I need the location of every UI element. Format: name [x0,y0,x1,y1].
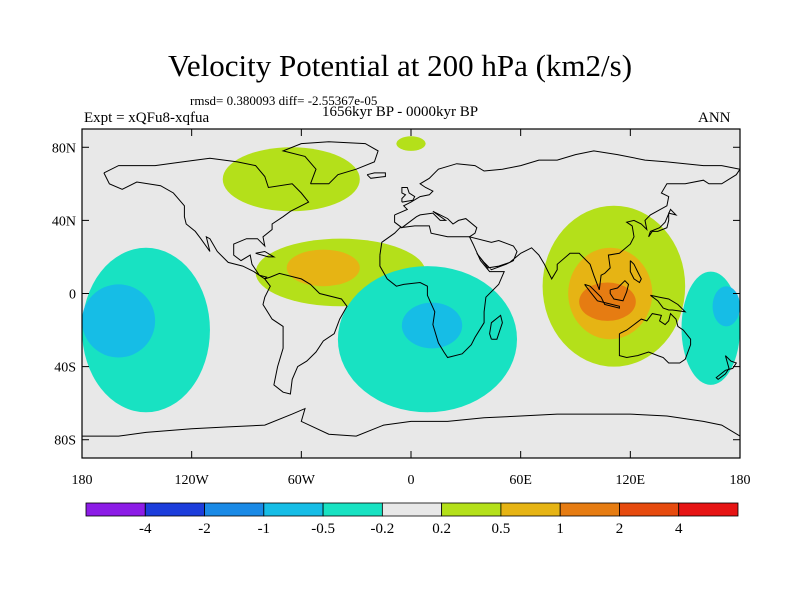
colorbar-label: -4 [139,521,152,537]
coastline-sumatra-java [584,283,620,309]
coastline-south-america [262,272,348,395]
coastlines [82,141,740,437]
x-tick-label: 120W [175,473,210,488]
colorbar: -4 -2 -1 -0.5 -0.2 0.2 0.5 1 2 4 [85,502,739,537]
colorbar-label: 1 [556,521,564,537]
y-tick-label: 40N [52,214,76,229]
colorbar-swatch [85,502,146,517]
x-tick-label: 60E [509,473,532,488]
coastline-great-britain [401,187,416,203]
colorbar-swatch [559,502,620,517]
coastline-borneo [609,279,630,302]
colorbar-swatch [263,502,324,517]
experiment-label: Expt = xQFu8-xqfua [84,110,210,126]
colorbar-label: 0.2 [432,521,451,537]
chart-title: Velocity Potential at 200 hPa (km2/s) [167,48,633,83]
coastline-japan [648,208,678,238]
x-tick-label: 60W [288,473,316,488]
period-label: 1656kyr BP - 0000kyr BP [322,104,479,120]
contour-region-6 [579,282,636,321]
season-label: ANN [698,110,731,126]
y-tick-label: 80S [54,434,76,449]
colorbar-swatch [619,502,680,517]
colorbar-swatch [322,502,383,517]
coastline-madagascar [489,314,503,340]
contour-region-3 [396,136,426,151]
colorbar-swatch [441,502,502,517]
contour-region-2 [222,147,360,212]
contour-region-12 [712,286,740,327]
x-tick-label: 180 [72,473,93,488]
coastline-iceland [366,172,386,179]
coastline-africa [379,225,505,359]
colorbar-swatch [144,502,205,517]
coastline-north-america [103,157,310,280]
y-tick-label: 0 [69,288,76,303]
colorbar-label: 4 [675,521,683,537]
colorbar-swatch [500,502,561,517]
coastline-new-guinea [650,294,687,313]
coastline-eurasia [394,150,740,290]
contour-region-1 [286,249,360,287]
colorbar-swatch [678,502,739,517]
stats-label: rmsd= 0.380093 diff= -2.55367e-05 [190,93,378,108]
colorbar-label: 2 [616,521,624,537]
x-tick-label: 120E [616,473,646,488]
colorbar-label: -0.2 [370,521,394,537]
coastline-philippines [629,260,642,284]
axis-ticks: 180 120W 60W 0 60E 120E 180 80N 40N 0 40S 80S [52,129,751,488]
coastline-greenland [281,141,379,185]
colorbar-swatch [204,502,265,517]
colorbar-label: -0.5 [311,521,335,537]
contour-field [82,129,740,458]
colorbar-label: -1 [258,521,271,537]
x-tick-label: 0 [408,473,415,488]
coastline-cuba [255,250,276,258]
colorbar-label: -2 [198,521,211,537]
coastline-australia [618,312,692,364]
coastline-new-zealand [715,355,738,381]
contour-region-8 [82,284,156,358]
colorbar-swatch [381,502,443,517]
coastline-antarctica-coast [82,407,740,437]
y-tick-label: 80N [52,141,76,156]
contour-region-10 [401,302,463,349]
x-tick-label: 180 [730,473,751,488]
colorbar-label: 0.5 [492,521,511,537]
y-tick-label: 40S [54,361,76,376]
